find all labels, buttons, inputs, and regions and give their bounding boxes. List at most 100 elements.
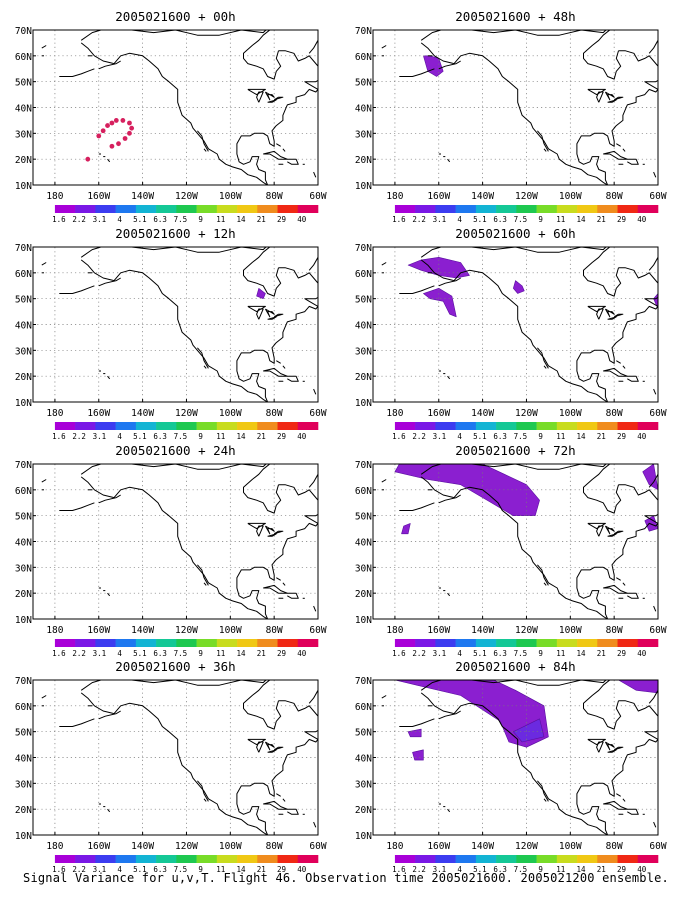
y-tick-label: 50N [15, 295, 32, 306]
colorbar-label: 9 [538, 432, 543, 441]
x-tick-label: 160W [427, 841, 450, 852]
coastline [308, 474, 318, 488]
y-tick-label: 50N [355, 728, 372, 739]
observation-dot [129, 125, 135, 131]
colorbar-swatch [597, 639, 618, 647]
panel-title: 2005021600 + 72h [455, 443, 575, 458]
signal-region [512, 280, 525, 294]
coastline [203, 798, 207, 802]
signal-region [256, 287, 266, 300]
coastline [613, 313, 624, 318]
colorbar-label: 2.2 [72, 865, 86, 874]
coastline [80, 30, 267, 41]
coastline [613, 530, 624, 535]
colorbar-label: 21 [597, 865, 606, 874]
colorbar-swatch [156, 639, 177, 647]
colorbar-swatch [556, 422, 578, 430]
colorbar-swatch [435, 205, 456, 213]
colorbar-swatch [196, 639, 218, 647]
colorbar-label: 7.5 [514, 215, 528, 224]
observation-dot [96, 133, 102, 139]
x-tick-label: 180 [386, 841, 403, 852]
x-tick-label: 160W [87, 191, 110, 202]
colorbar-swatch [196, 422, 218, 430]
colorbar-label: 14 [577, 865, 587, 874]
signal-region [642, 464, 658, 491]
coastline [80, 464, 267, 475]
colorbar-swatch [536, 422, 558, 430]
colorbar-label: 4 [457, 865, 462, 874]
colorbar-label: 9 [538, 649, 543, 658]
colorbar-label: 1.6 [52, 649, 66, 658]
signal-region [407, 256, 470, 279]
coastline [438, 494, 461, 504]
colorbar-label: 6.3 [153, 649, 167, 658]
x-tick-label: 80W [606, 408, 623, 419]
coastline [278, 50, 318, 90]
coastline [381, 262, 387, 266]
coastline [648, 474, 658, 488]
colorbar-swatch [536, 639, 558, 647]
colorbar-label: 40 [297, 649, 307, 658]
colorbar-label: 1.6 [392, 649, 406, 658]
colorbar-label: 2.2 [72, 432, 86, 441]
colorbar-swatch [475, 855, 497, 863]
colorbar-label: 4 [117, 649, 122, 658]
colorbar-label: 21 [597, 215, 606, 224]
colorbar-label: 11 [216, 865, 225, 874]
colorbar-swatch [496, 422, 517, 430]
colorbar-label: 40 [637, 865, 647, 874]
y-tick-label: 40N [355, 104, 372, 115]
colorbar-label: 5.1 [133, 432, 147, 441]
colorbar-swatch [597, 422, 618, 430]
colorbar-swatch [95, 639, 116, 647]
y-tick-label: 50N [355, 295, 372, 306]
observation-dot [113, 118, 119, 123]
x-tick-label: 60W [309, 841, 326, 852]
colorbar-swatch [556, 639, 578, 647]
coastline [420, 259, 608, 402]
coastline [267, 749, 277, 753]
colorbar-label: 14 [577, 215, 587, 224]
coastline [420, 247, 607, 258]
y-tick-label: 40N [15, 104, 32, 115]
x-tick-label: 180 [386, 408, 403, 419]
coastline [59, 68, 95, 77]
colorbar-swatch [237, 639, 258, 647]
colorbar-swatch [75, 205, 96, 213]
x-tick-label: 60W [309, 408, 326, 419]
colorbar-swatch [394, 422, 416, 430]
colorbar-label: 21 [257, 649, 266, 658]
colorbar-swatch [216, 639, 238, 647]
y-tick-label: 40N [355, 321, 372, 332]
coastline [263, 367, 288, 377]
coastline [604, 525, 615, 535]
colorbar-swatch [516, 205, 537, 213]
panel-title: 2005021600 + 60h [455, 226, 575, 241]
colorbar-swatch [556, 205, 578, 213]
observation-dot [100, 128, 106, 134]
colorbar-label: 14 [577, 432, 587, 441]
coastline [596, 525, 604, 537]
colorbar-label: 29 [277, 649, 286, 658]
x-tick-label: 100W [559, 191, 582, 202]
panel-title: 2005021600 + 84h [455, 659, 575, 674]
x-tick-label: 180 [46, 841, 63, 852]
coastline [264, 91, 275, 101]
colorbar-swatch [455, 639, 477, 647]
colorbar-label: 4 [457, 215, 462, 224]
colorbar-label: 2.2 [412, 649, 426, 658]
coastline [276, 793, 281, 797]
map-panel: 2005021600 + 36h 10N 20N 30N 40N 50N 60N 70N 180… [15, 659, 327, 874]
colorbar-label: 2.2 [412, 215, 426, 224]
coastline [381, 695, 387, 699]
colorbar-swatch [516, 422, 537, 430]
colorbar-label: 9 [198, 649, 203, 658]
panel-title: 2005021600 + 00h [115, 9, 235, 24]
y-tick-label: 70N [355, 26, 372, 37]
colorbar-swatch [475, 422, 497, 430]
signal-region [401, 523, 411, 535]
map-panel: 2005021600 + 72h 10N 20N 30N 40N 50N 60N 70N 180… [355, 443, 667, 658]
coastline [616, 360, 621, 364]
